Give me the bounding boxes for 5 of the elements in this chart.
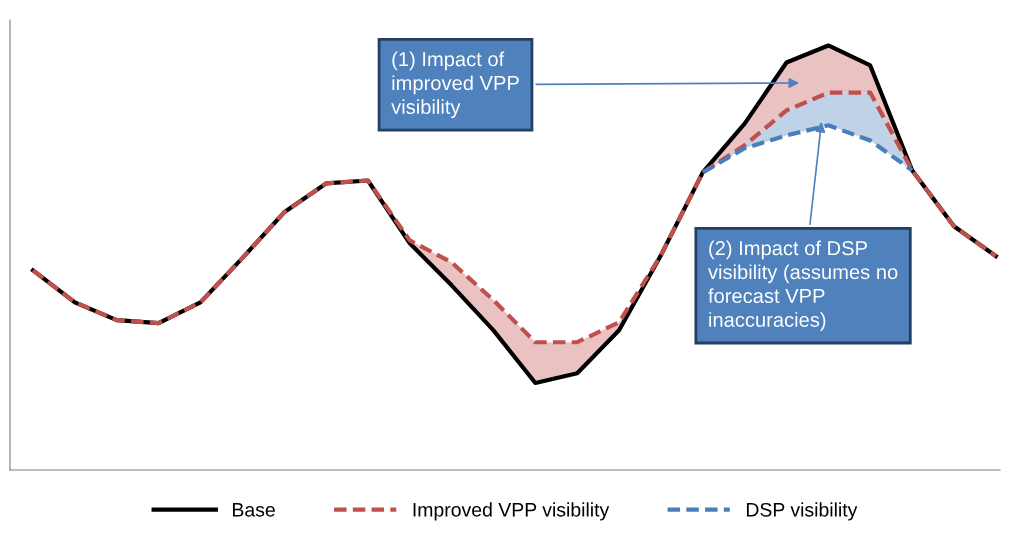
annotation: (1) Impact of improved VPP visibility (391, 51, 519, 119)
legend-label: DSP visibility (746, 502, 858, 521)
legend-label: Base (233, 503, 275, 517)
annotation: (2) Impact of DSP visibility (assumes no forecast VPP inaccuracies) (708, 240, 898, 331)
legend-label: Improved VPP visibility (413, 502, 610, 521)
